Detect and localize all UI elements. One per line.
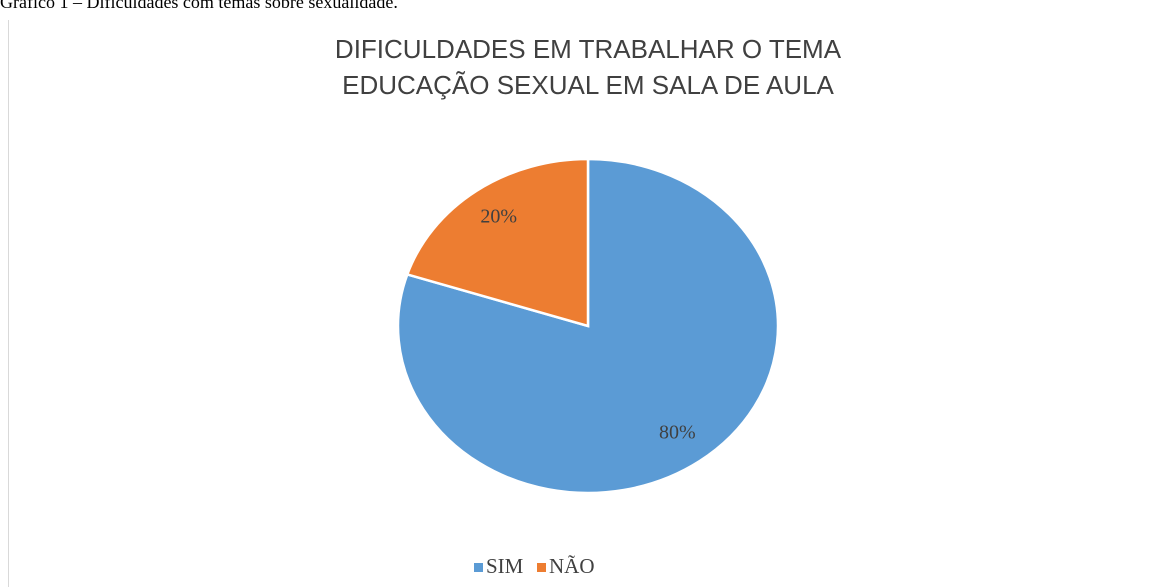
pie-slice xyxy=(396,157,780,495)
data-label: 80% xyxy=(659,422,696,444)
chart-title: EDUCAÇÃO SEXUAL EM SALA DE AULA xyxy=(342,70,834,100)
chart-title: DIFICULDADES EM TRABALHAR O TEMA xyxy=(335,34,842,64)
legend-swatch xyxy=(474,563,483,572)
legend-label: NÃO xyxy=(549,554,595,578)
data-label: 20% xyxy=(480,206,517,228)
legend-label: SIM xyxy=(486,554,524,578)
caption: Gráfico 1 – Dificuldades com temas sobre… xyxy=(0,0,398,12)
pie-slice xyxy=(405,157,590,328)
legend-swatch xyxy=(537,563,546,572)
